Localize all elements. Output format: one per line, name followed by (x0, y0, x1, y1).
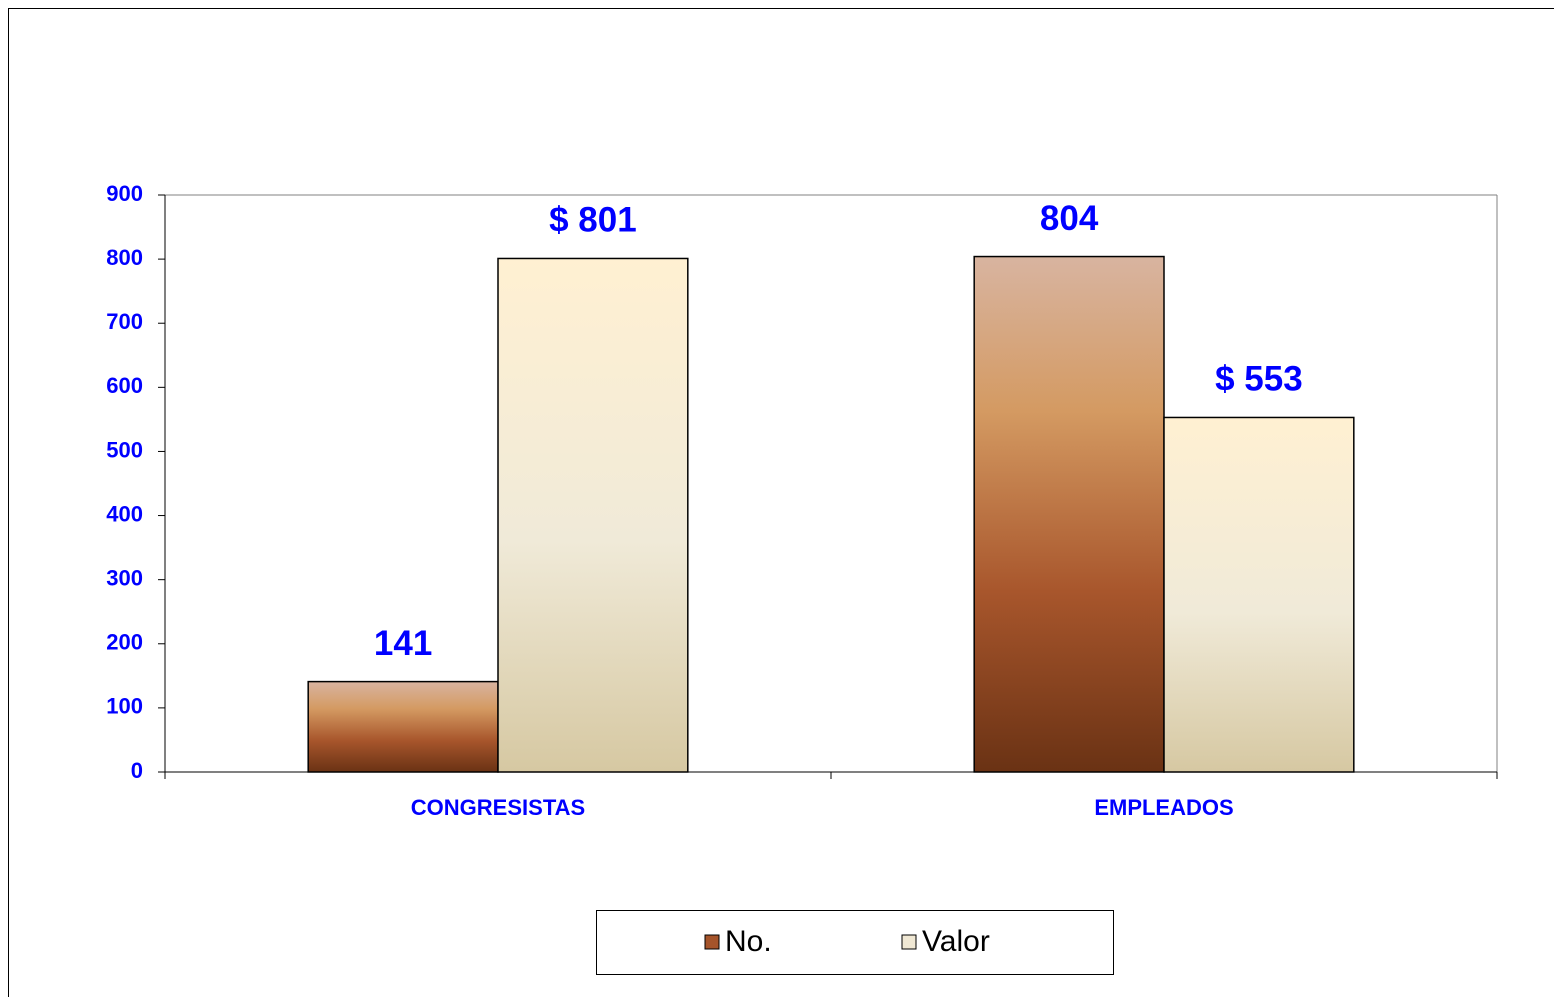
y-tick-label: 200 (106, 630, 143, 655)
data-label: 141 (374, 624, 432, 663)
y-tick-label: 500 (106, 437, 143, 462)
legend-label: Valor (922, 925, 990, 958)
y-tick-label: 600 (106, 373, 143, 398)
y-tick-label: 700 (106, 309, 143, 334)
x-tick-label: CONGRESISTAS (411, 795, 585, 820)
bar (973, 255, 1165, 773)
legend-swatch (704, 934, 720, 950)
y-tick-label: 300 (106, 565, 143, 590)
legend-label: No. (725, 925, 772, 958)
data-label: $ 801 (549, 201, 637, 240)
data-label: 804 (1040, 199, 1099, 238)
x-tick-label: EMPLEADOS (1094, 795, 1233, 820)
bar (307, 680, 499, 773)
y-tick-label: 0 (131, 758, 143, 783)
y-tick-label: 800 (106, 245, 143, 270)
data-label: $ 553 (1215, 360, 1303, 399)
y-tick-label: 900 (106, 181, 143, 206)
legend-swatch (901, 934, 917, 950)
bar (497, 257, 689, 773)
y-tick-label: 400 (106, 501, 143, 526)
bar (1163, 416, 1355, 773)
legend-box (596, 910, 1114, 975)
y-tick-label: 100 (106, 694, 143, 719)
